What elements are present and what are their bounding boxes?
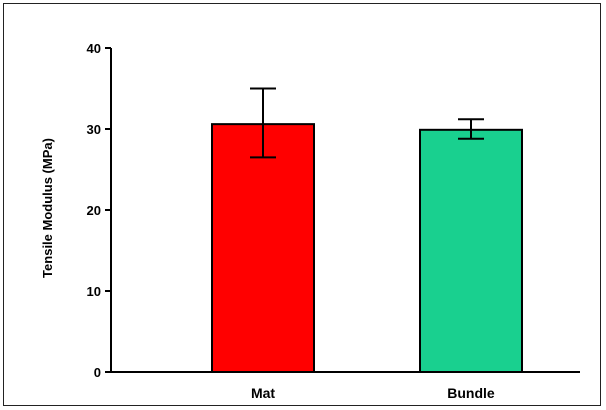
labels: 0 10 20 30 40 Mat Bundle — [87, 41, 495, 401]
y-axis-title: Tensile Modulus (MPa) — [40, 138, 55, 278]
bar-mat — [211, 123, 315, 373]
x-category-label: Bundle — [447, 385, 495, 401]
error-bars — [250, 87, 484, 159]
y-tick-label: 30 — [87, 122, 101, 137]
y-tick-label: 0 — [94, 365, 101, 380]
y-tick-label: 40 — [87, 41, 101, 56]
y-tick-label: 20 — [87, 203, 101, 218]
y-tick-label: 10 — [87, 284, 101, 299]
x-category-label: Mat — [251, 385, 275, 401]
bars — [211, 123, 523, 373]
bar-bundle — [419, 128, 523, 373]
